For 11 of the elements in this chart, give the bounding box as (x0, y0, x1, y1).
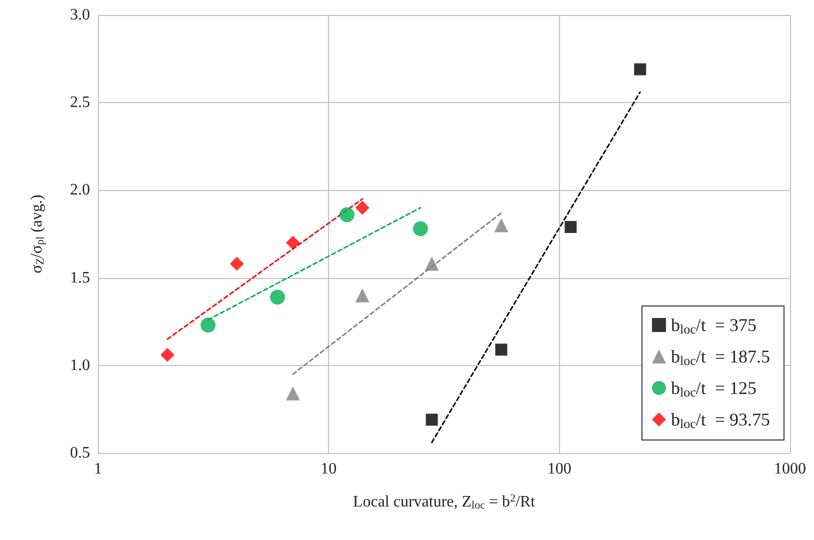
x-tick-label: 10 (320, 460, 337, 478)
x-tick-label: 1 (94, 460, 102, 478)
y-tick-label: 1.0 (70, 356, 90, 374)
y-tick-label: 1.5 (70, 269, 90, 286)
x-tick-label: 100 (547, 460, 572, 478)
y-tick-label: 3.0 (70, 6, 90, 24)
y-axis-title: σZ/σpl (avg.) (28, 194, 46, 274)
y-tick-label: 2.5 (70, 94, 90, 112)
y-tick-label: 2.0 (70, 182, 90, 199)
x-tick-label: 1000 (774, 460, 806, 478)
y-tick-label: 0.5 (70, 444, 90, 462)
